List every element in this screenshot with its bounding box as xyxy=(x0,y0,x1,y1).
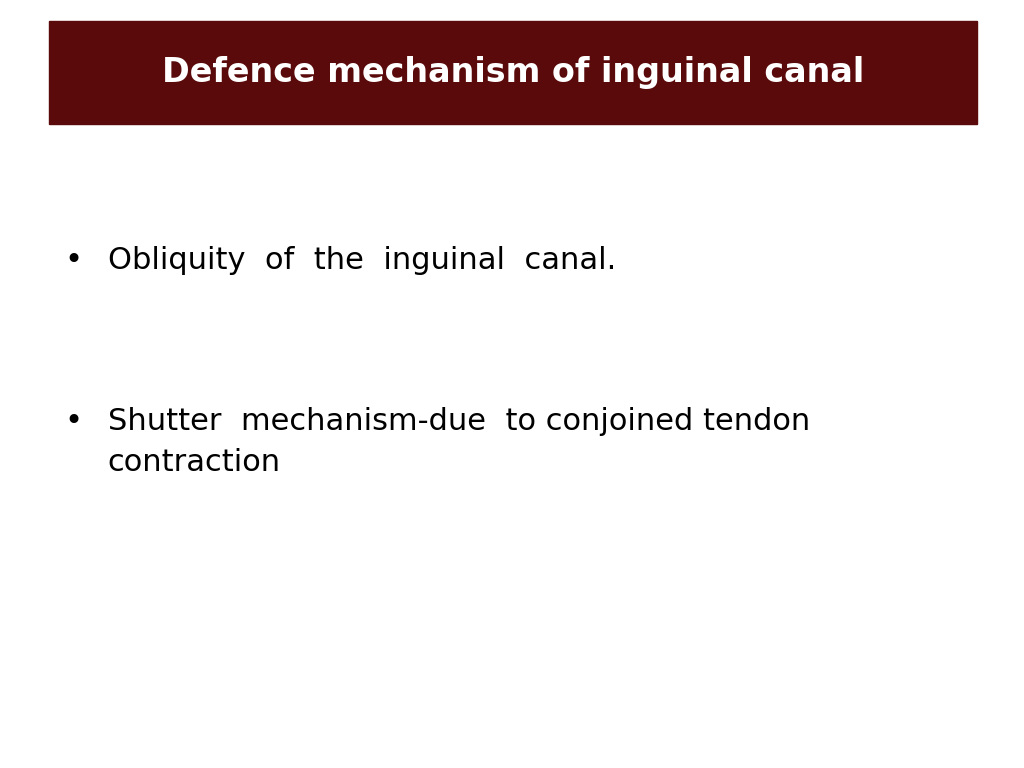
Text: Shutter  mechanism-due  to conjoined tendon
contraction: Shutter mechanism-due to conjoined tendo… xyxy=(108,407,810,476)
Text: Obliquity  of  the  inguinal  canal.: Obliquity of the inguinal canal. xyxy=(108,246,615,275)
Bar xyxy=(49,21,977,124)
Text: Defence mechanism of inguinal canal: Defence mechanism of inguinal canal xyxy=(162,56,864,89)
Text: •: • xyxy=(65,407,83,436)
Text: •: • xyxy=(65,246,83,275)
